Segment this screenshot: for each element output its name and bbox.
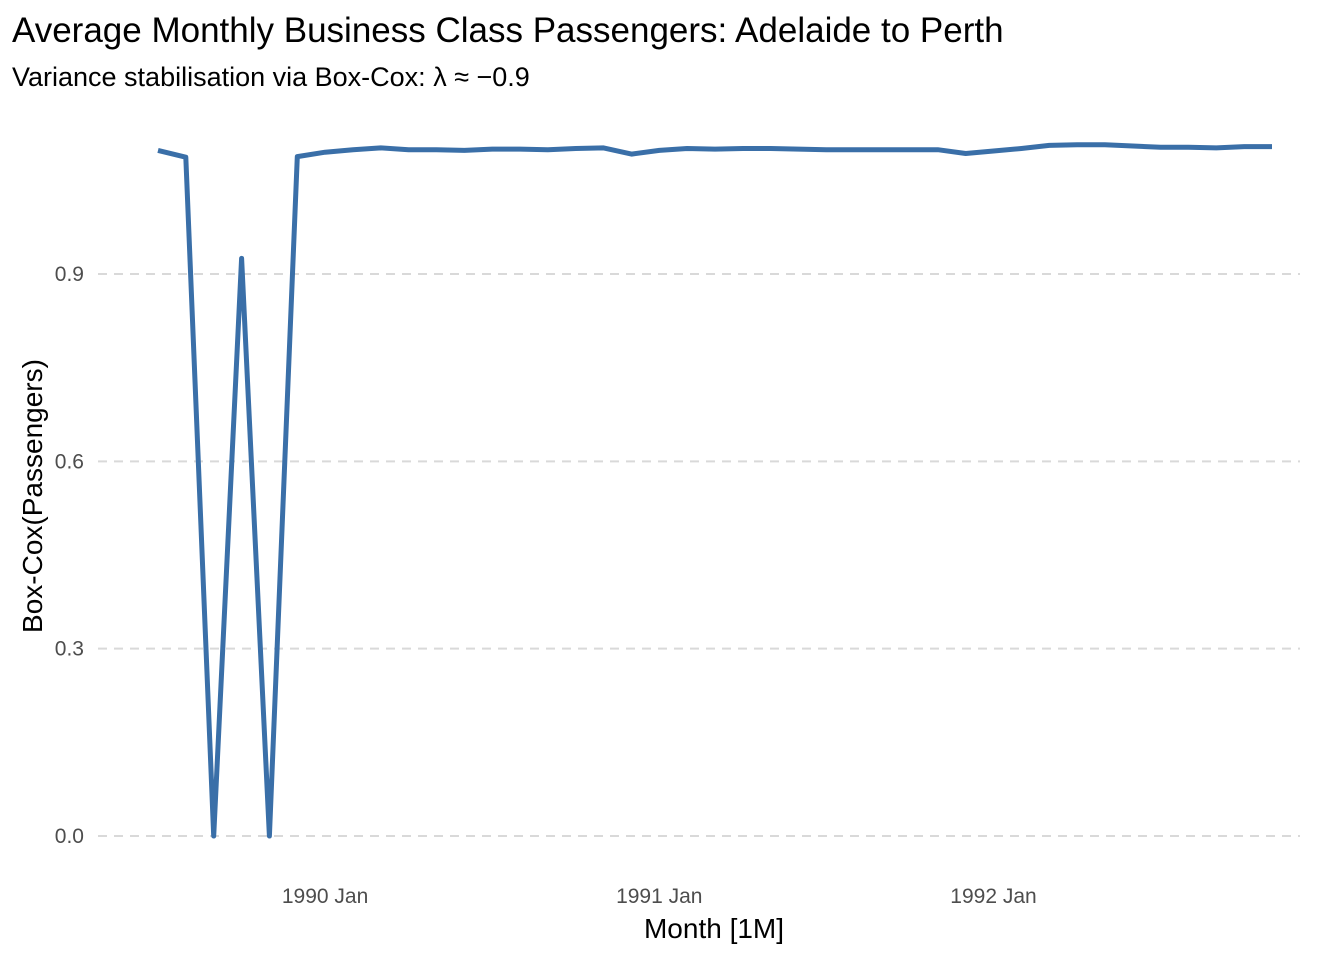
chart-subtitle: Variance stabilisation via Box-Cox: λ ≈ … [12, 62, 530, 92]
series-layer [157, 142, 1272, 839]
grid-lines [98, 273, 1300, 837]
y-tick-label: 0.0 [55, 825, 84, 848]
x-tick-label: 1991 Jan [616, 885, 702, 908]
x-axis-title: Month [1M] [644, 913, 784, 944]
y-tick-label: 0.3 [55, 638, 84, 661]
x-axis-ticks: 1990 Jan 1991 Jan 1992 Jan [282, 885, 1037, 908]
chart-title: Average Monthly Business Class Passenger… [12, 11, 1004, 50]
y-tick-label: 0.9 [55, 263, 84, 286]
series-line [157, 142, 1272, 839]
y-axis-title: Box-Cox(Passengers) [17, 359, 48, 633]
x-tick-label: 1990 Jan [282, 885, 368, 908]
x-tick-label: 1992 Jan [950, 885, 1036, 908]
y-tick-label: 0.6 [55, 450, 84, 473]
y-axis-ticks: 0.0 0.3 0.6 0.9 [55, 263, 84, 848]
